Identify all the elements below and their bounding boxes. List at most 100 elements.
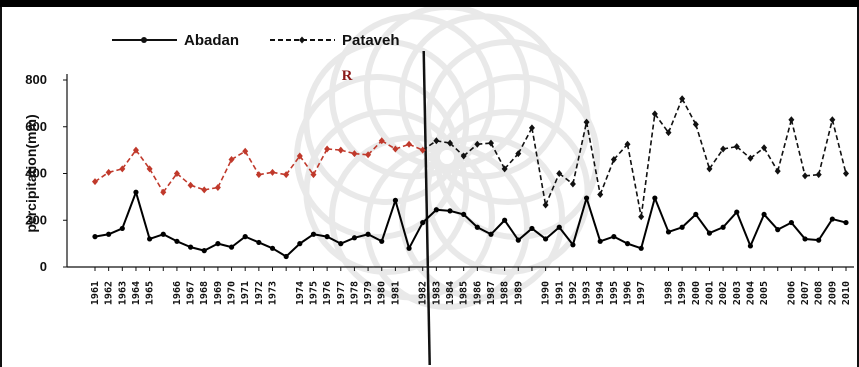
series-segment bbox=[613, 143, 629, 161]
series-segment bbox=[503, 219, 520, 241]
x-tick-label: 1969 bbox=[213, 281, 224, 305]
series-segment bbox=[408, 222, 424, 249]
x-tick-label: 1984 bbox=[445, 281, 456, 305]
series-segment bbox=[135, 149, 151, 170]
data-point bbox=[324, 234, 330, 240]
series-segment bbox=[367, 140, 383, 156]
series-layer bbox=[92, 95, 849, 260]
data-point bbox=[228, 155, 235, 163]
data-point bbox=[556, 224, 562, 230]
x-tick-label: 2004 bbox=[745, 281, 756, 305]
x-tick-label: 2001 bbox=[704, 281, 715, 305]
data-point bbox=[447, 139, 454, 147]
data-point bbox=[624, 241, 631, 247]
data-point bbox=[651, 110, 658, 118]
data-point bbox=[501, 165, 508, 173]
series-segment bbox=[681, 98, 697, 125]
data-point bbox=[775, 227, 781, 233]
data-point bbox=[461, 211, 467, 218]
x-tick-label: 1987 bbox=[486, 281, 497, 305]
x-tick-label: 2003 bbox=[732, 281, 743, 305]
series-segment bbox=[735, 211, 752, 247]
data-point bbox=[392, 197, 398, 203]
data-point bbox=[174, 238, 180, 244]
data-point bbox=[487, 139, 494, 147]
data-point bbox=[652, 195, 658, 201]
series-segment bbox=[572, 121, 588, 185]
x-tick-label: 1975 bbox=[308, 281, 319, 305]
data-point bbox=[761, 144, 768, 152]
x-tick-label: 1973 bbox=[268, 281, 279, 305]
data-point bbox=[693, 211, 699, 218]
data-point bbox=[788, 219, 794, 226]
series-segment bbox=[817, 218, 834, 241]
series-segment bbox=[695, 124, 711, 170]
series-segment bbox=[776, 119, 793, 172]
data-point bbox=[788, 116, 795, 124]
data-point bbox=[733, 143, 740, 151]
x-tick-label: 1965 bbox=[145, 281, 156, 305]
series-segment bbox=[462, 213, 479, 228]
data-point bbox=[406, 245, 412, 251]
data-point bbox=[106, 231, 112, 237]
legend: Abadan Pataveh bbox=[112, 32, 400, 49]
x-tick-label: 1968 bbox=[199, 281, 210, 305]
data-point bbox=[665, 129, 672, 137]
data-point bbox=[228, 244, 235, 250]
data-point bbox=[337, 146, 344, 154]
series-segment bbox=[244, 150, 260, 176]
x-tick-label: 1996 bbox=[623, 281, 634, 305]
series-segment bbox=[94, 171, 110, 183]
x-tick-label: 1985 bbox=[459, 281, 470, 305]
x-tick-label: 1997 bbox=[636, 281, 647, 305]
x-tick-label: 2005 bbox=[759, 281, 770, 305]
series-segment bbox=[285, 155, 301, 176]
data-point bbox=[529, 225, 535, 232]
series-segment bbox=[299, 233, 315, 245]
data-point bbox=[638, 213, 645, 221]
x-tick-label: 1993 bbox=[582, 281, 593, 305]
chart-frame: 0 200 400 600 800 percipitation(mm) R Abadan Pa… bbox=[0, 7, 859, 367]
series-segment bbox=[490, 219, 506, 235]
series-segment bbox=[763, 213, 779, 231]
series-segment bbox=[681, 213, 697, 228]
series-segment bbox=[749, 147, 765, 159]
data-point bbox=[338, 241, 344, 247]
series-segment bbox=[381, 140, 396, 150]
series-segment bbox=[694, 213, 711, 234]
data-point bbox=[569, 180, 576, 188]
data-point bbox=[160, 188, 167, 196]
legend-label: Abadan bbox=[184, 32, 239, 49]
series-segment bbox=[299, 155, 315, 176]
x-tick-label: 1974 bbox=[295, 281, 306, 305]
data-point bbox=[173, 170, 180, 177]
series-segment bbox=[394, 200, 411, 249]
data-point bbox=[816, 237, 822, 243]
data-point bbox=[815, 171, 822, 179]
series-segment bbox=[749, 214, 765, 247]
series-segment bbox=[504, 153, 519, 170]
data-point bbox=[774, 167, 781, 175]
line-chart: 0 200 400 600 800 percipitation(mm) R Abadan Pa… bbox=[23, 7, 854, 366]
x-tick-label: 1991 bbox=[554, 281, 565, 305]
data-point bbox=[692, 120, 699, 128]
data-point bbox=[583, 118, 590, 126]
series-segment bbox=[558, 172, 574, 185]
x-tick-label: 1990 bbox=[541, 281, 552, 305]
data-point bbox=[543, 236, 549, 242]
x-tick-label: 2008 bbox=[814, 281, 825, 305]
series-segment bbox=[231, 150, 246, 161]
data-point bbox=[351, 150, 358, 158]
data-point bbox=[283, 253, 289, 260]
series-segment bbox=[449, 142, 465, 157]
watermark-ring bbox=[399, 13, 565, 180]
series-segment bbox=[162, 173, 178, 193]
x-tick-label: 1981 bbox=[390, 281, 401, 305]
data-point bbox=[747, 243, 754, 249]
data-point bbox=[447, 208, 453, 214]
x-tick-label: 2000 bbox=[691, 281, 702, 305]
data-point bbox=[147, 236, 153, 242]
data-point bbox=[843, 219, 849, 226]
series-abadan bbox=[92, 189, 849, 260]
series-segment bbox=[176, 172, 192, 186]
